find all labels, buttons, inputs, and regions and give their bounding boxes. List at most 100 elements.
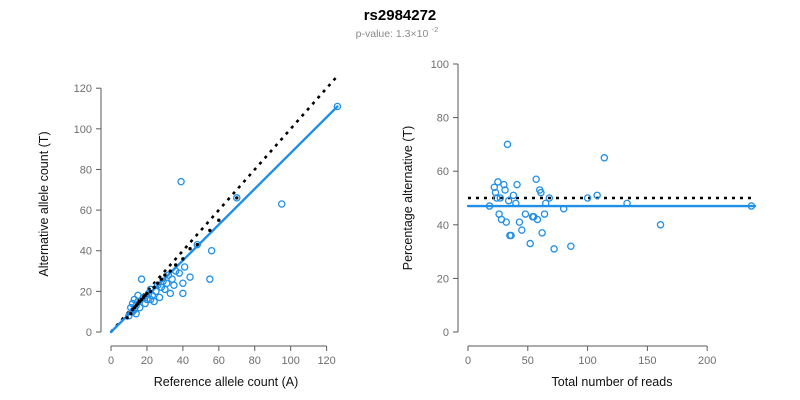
data-point — [177, 177, 185, 186]
y-axis-tick-label: 100 — [431, 59, 449, 71]
data-point — [521, 210, 530, 218]
y-axis-tick-label: 0 — [86, 327, 92, 339]
figure-title: rs2984272 — [364, 7, 437, 24]
y-axis-tick-label: 100 — [74, 124, 92, 136]
x-axis-title: Reference allele count (A) — [154, 375, 299, 389]
x-axis-tick-label: 20 — [141, 355, 153, 367]
identity-line — [110, 75, 339, 333]
data-point — [747, 202, 756, 210]
data-point — [593, 191, 601, 200]
x-axis-tick-label: 100 — [282, 355, 300, 367]
data-point — [541, 199, 550, 208]
y-axis-tick-label: 20 — [80, 286, 92, 298]
data-point — [175, 269, 184, 277]
y-axis-tick-label: 80 — [437, 113, 449, 125]
data-point — [504, 196, 513, 205]
x-axis-tick-label: 100 — [578, 355, 596, 367]
figure-subtitle-exponent: -2 — [432, 25, 439, 34]
data-point — [156, 281, 160, 285]
y-axis-tick-label: 40 — [437, 220, 449, 232]
y-axis-tick-label: 60 — [437, 166, 449, 178]
data-point — [188, 246, 192, 251]
data-point — [583, 194, 592, 202]
x-axis-tick-label: 0 — [465, 355, 471, 367]
y-axis-tick-label: 20 — [437, 273, 449, 285]
panel-percentage-alternative: 0 20 40 60 80 100 0 50 100 150 200 Total number of … — [401, 59, 757, 389]
data-point — [333, 102, 342, 111]
data-point — [141, 299, 149, 308]
x-axis-tick-label: 60 — [213, 355, 225, 367]
y-axis-tick-label: 80 — [80, 164, 92, 176]
x-axis-tick-label: 50 — [522, 355, 534, 367]
data-point — [503, 140, 512, 149]
data-point — [208, 228, 212, 233]
data-point — [538, 229, 546, 237]
data-point — [518, 226, 526, 234]
data-point — [494, 178, 502, 186]
data-point — [168, 269, 172, 273]
panel-allele-counts: 0 20 40 60 80 100 120 0 20 40 60 80 100 120 Reference … — [37, 75, 342, 389]
x-axis-title: Total number of reads — [552, 375, 673, 389]
y-axis-title: Alternative allele count (T) — [37, 131, 51, 276]
data-point — [163, 273, 167, 277]
data-point — [186, 273, 194, 281]
data-point — [137, 275, 146, 283]
x-axis-tick-label: 120 — [317, 355, 335, 367]
data-point — [150, 297, 158, 306]
data-point — [496, 194, 505, 202]
x-axis-tick-label: 200 — [698, 355, 716, 367]
data-point — [162, 279, 171, 287]
data-point — [132, 309, 140, 318]
data-point — [507, 231, 515, 240]
figure-subtitle-text: p-value: 1.3×10 — [356, 28, 429, 40]
data-point — [179, 279, 187, 287]
data-point — [170, 281, 178, 290]
y-axis-tick-label: 60 — [80, 205, 92, 217]
y-axis-title: Percentage alternative (T) — [401, 126, 415, 271]
data-point — [193, 240, 201, 249]
data-point — [559, 204, 568, 213]
data-point — [155, 293, 164, 302]
data-point — [509, 191, 518, 200]
data-point — [180, 263, 189, 271]
data-point — [166, 289, 175, 298]
data-point — [217, 218, 221, 222]
data-point — [550, 245, 558, 253]
data-point — [532, 175, 540, 183]
data-point — [233, 194, 241, 202]
data-point — [656, 221, 665, 229]
data-point — [533, 215, 542, 224]
data-point — [159, 277, 164, 281]
data-point — [235, 196, 239, 200]
data-point — [501, 186, 509, 194]
data-point — [485, 202, 494, 210]
data-point — [537, 188, 545, 197]
data-point — [135, 303, 144, 312]
data-point — [513, 180, 521, 189]
data-point — [145, 291, 149, 296]
data-point — [173, 263, 178, 267]
data-point — [125, 316, 129, 320]
data-point — [492, 194, 501, 202]
data-point — [152, 285, 156, 290]
data-point — [148, 289, 153, 294]
x-axis-tick-label: 150 — [638, 355, 656, 367]
x-axis-tick-label: 80 — [249, 355, 261, 367]
data-point — [195, 242, 199, 247]
data-point — [512, 199, 520, 208]
data-point — [526, 239, 534, 248]
data-point — [181, 257, 185, 261]
y-axis-tick-label: 0 — [443, 327, 449, 339]
figure-subtitle: p-value: 1.3×10 -2 — [356, 25, 439, 40]
data-point — [207, 246, 216, 255]
data-point — [600, 154, 609, 162]
data-point — [502, 218, 511, 226]
y-axis-tick-label: 40 — [80, 246, 92, 258]
data-point — [623, 199, 631, 208]
data-point — [206, 275, 214, 283]
data-point — [277, 200, 286, 208]
data-point — [129, 312, 133, 316]
x-axis-tick-label: 0 — [108, 355, 114, 367]
